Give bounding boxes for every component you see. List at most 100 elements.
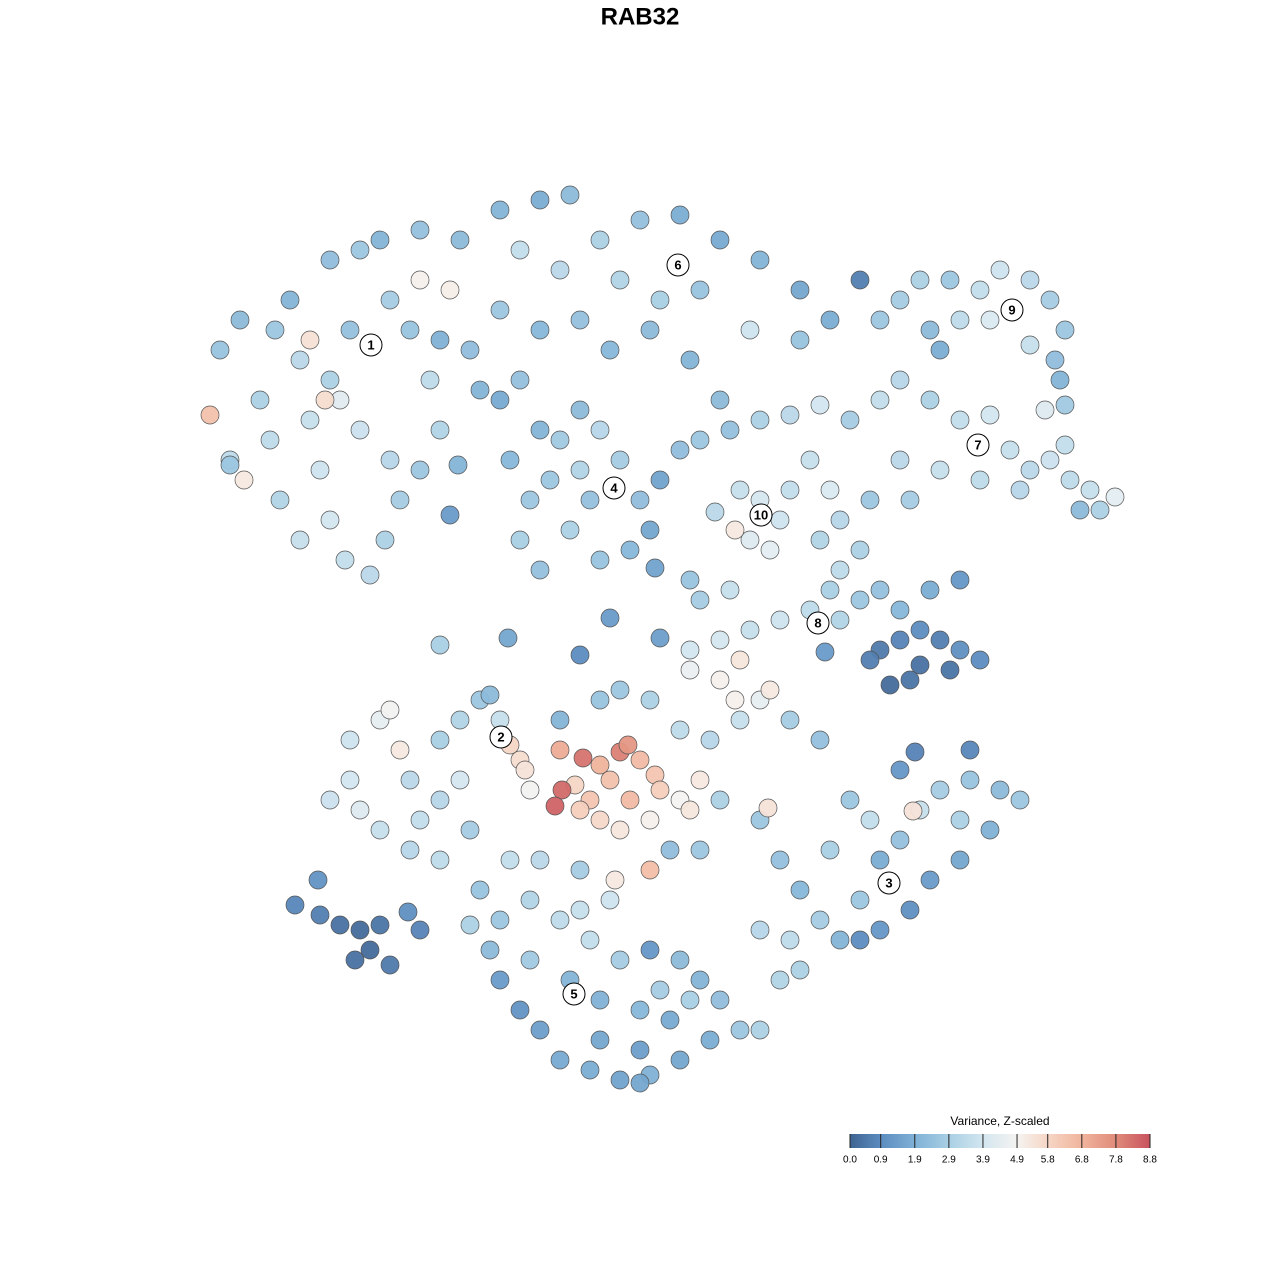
point xyxy=(840,790,860,810)
point xyxy=(870,310,890,330)
point xyxy=(550,740,570,760)
point xyxy=(640,520,660,540)
point xyxy=(520,780,540,800)
point xyxy=(760,540,780,560)
point xyxy=(810,730,830,750)
point xyxy=(590,990,610,1010)
point xyxy=(940,270,960,290)
point xyxy=(590,690,610,710)
point xyxy=(360,940,380,960)
cluster-label: 5 xyxy=(570,986,577,1001)
point xyxy=(1090,500,1110,520)
point xyxy=(270,490,290,510)
point xyxy=(300,330,320,350)
point xyxy=(650,628,670,648)
point xyxy=(730,1020,750,1040)
point xyxy=(545,796,565,816)
point xyxy=(350,920,370,940)
cluster-marker xyxy=(666,253,690,277)
point xyxy=(630,1040,650,1060)
point xyxy=(410,810,430,830)
point xyxy=(560,520,580,540)
point xyxy=(330,915,350,935)
point xyxy=(920,390,940,410)
point xyxy=(950,410,970,430)
point xyxy=(380,700,400,720)
cluster-label: 3 xyxy=(885,875,892,890)
cluster-label: 8 xyxy=(814,615,821,630)
point xyxy=(340,320,360,340)
point xyxy=(830,610,850,630)
points xyxy=(200,185,1125,1093)
point xyxy=(350,800,370,820)
point xyxy=(903,801,923,821)
point xyxy=(450,710,470,730)
point xyxy=(610,1070,630,1090)
point xyxy=(840,410,860,430)
point xyxy=(680,350,700,370)
point xyxy=(680,800,700,820)
point xyxy=(610,270,630,290)
point xyxy=(398,902,418,922)
point xyxy=(710,990,730,1010)
point xyxy=(770,850,790,870)
point xyxy=(890,760,910,780)
point xyxy=(690,430,710,450)
point xyxy=(650,980,670,1000)
point xyxy=(430,730,450,750)
point xyxy=(850,540,870,560)
cluster-marker xyxy=(966,433,990,457)
cluster-label: 7 xyxy=(974,437,981,452)
point xyxy=(390,740,410,760)
point xyxy=(1010,480,1030,500)
point xyxy=(1050,370,1070,390)
point xyxy=(590,1030,610,1050)
cluster-label: 10 xyxy=(754,507,768,522)
point xyxy=(830,930,850,950)
point xyxy=(700,730,720,750)
point xyxy=(580,1060,600,1080)
point xyxy=(670,440,690,460)
point xyxy=(920,580,940,600)
cluster-marker xyxy=(489,725,513,749)
point xyxy=(590,810,610,830)
point xyxy=(480,685,500,705)
point xyxy=(570,460,590,480)
point xyxy=(430,330,450,350)
point xyxy=(750,410,770,430)
point xyxy=(380,450,400,470)
point xyxy=(265,320,285,340)
point xyxy=(950,570,970,590)
point xyxy=(790,280,810,300)
point xyxy=(380,955,400,975)
point xyxy=(530,320,550,340)
point xyxy=(890,370,910,390)
point xyxy=(630,1000,650,1020)
point xyxy=(490,390,510,410)
point xyxy=(860,650,880,670)
point xyxy=(498,628,518,648)
colorbar-tick-label: 3.9 xyxy=(976,1155,990,1166)
point xyxy=(720,580,740,600)
point xyxy=(610,820,630,840)
point xyxy=(450,230,470,250)
point xyxy=(340,770,360,790)
point xyxy=(430,420,450,440)
colorbar-tick-label: 0.0 xyxy=(843,1155,857,1166)
point xyxy=(780,480,800,500)
point xyxy=(410,270,430,290)
point xyxy=(815,642,835,662)
point xyxy=(890,630,910,650)
point xyxy=(440,505,460,525)
point xyxy=(315,390,335,410)
point xyxy=(370,230,390,250)
point xyxy=(900,670,920,690)
point xyxy=(580,930,600,950)
colorbar-tick-label: 4.9 xyxy=(1010,1155,1024,1166)
point xyxy=(950,640,970,660)
point xyxy=(650,470,670,490)
point xyxy=(850,590,870,610)
point xyxy=(345,950,365,970)
point xyxy=(490,970,510,990)
point xyxy=(530,1020,550,1040)
